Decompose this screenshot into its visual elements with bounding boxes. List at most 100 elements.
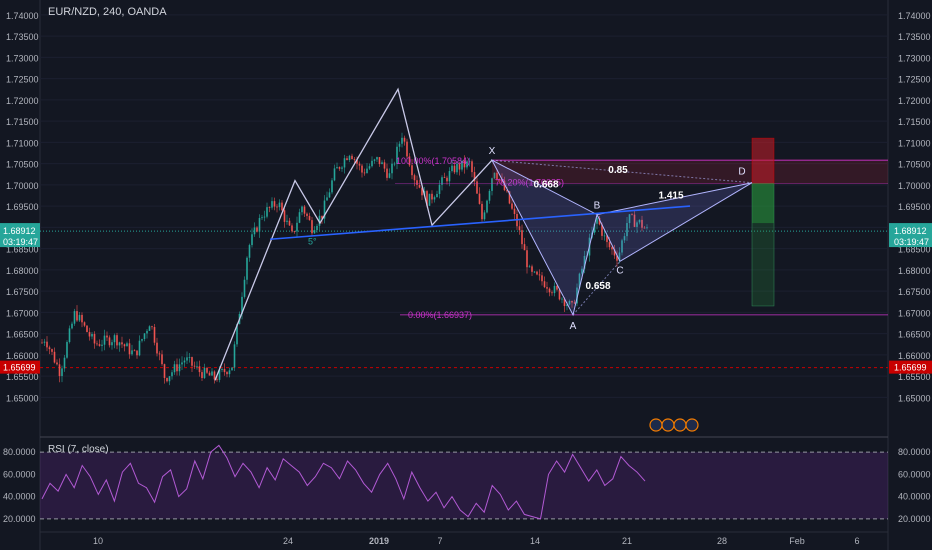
y-tick-label-right: 1.74000 — [898, 11, 931, 21]
candle-body — [463, 160, 466, 168]
candle-body — [261, 217, 263, 219]
rsi-title: RSI (7, close) — [48, 444, 109, 455]
y-tick-label-left: 1.73500 — [6, 32, 39, 42]
candle-body — [48, 347, 51, 350]
candle-body — [611, 247, 613, 250]
candle-body — [76, 311, 78, 321]
event-icon — [685, 418, 699, 432]
candle-body — [233, 344, 236, 368]
candle-body — [181, 362, 183, 365]
y-tick-label-right: 1.68000 — [898, 266, 931, 276]
event-icon — [673, 418, 687, 432]
candle-body — [631, 214, 633, 216]
candle-body — [68, 328, 71, 343]
rsi-tick-left: 60.0000 — [3, 469, 36, 479]
candle-body — [58, 364, 61, 377]
y-tick-label-right: 1.65500 — [898, 372, 931, 382]
candle-body — [86, 325, 88, 333]
candle-body — [393, 163, 396, 165]
candle-body — [576, 287, 578, 304]
y-tick-label-left: 1.70500 — [6, 160, 39, 170]
candle-body — [426, 191, 428, 206]
candle-body — [113, 335, 116, 343]
candle-body — [201, 372, 203, 379]
fib-label-mid: 78.20%(1.70035) — [495, 178, 564, 188]
candle-body — [568, 300, 571, 305]
candle-body — [371, 160, 373, 167]
candle-body — [441, 177, 443, 185]
candle-body — [548, 288, 551, 293]
candle-body — [273, 201, 276, 207]
candle-body — [168, 376, 171, 382]
candle-body — [363, 172, 366, 174]
candle-body — [601, 224, 603, 236]
level-label-right: 1.65699 — [894, 363, 927, 373]
x-tick-label: 28 — [717, 536, 727, 546]
candle-body — [523, 244, 526, 251]
candle-body — [578, 273, 581, 288]
candle-body — [308, 215, 311, 221]
candle-body — [526, 250, 528, 268]
candle-body — [481, 203, 483, 220]
candle-body — [621, 240, 623, 253]
pattern-ratio: 0.658 — [585, 281, 610, 292]
candle-body — [391, 163, 393, 174]
candle-body — [518, 226, 521, 231]
candle-body — [466, 161, 468, 168]
candle-body — [436, 193, 438, 198]
candle-body — [216, 379, 218, 381]
rsi-tick-right: 20.0000 — [898, 514, 931, 524]
candle-body — [43, 341, 46, 343]
x-tick-label: 21 — [622, 536, 632, 546]
candle-body — [51, 349, 53, 352]
candle-body — [581, 268, 583, 274]
candle-body — [533, 271, 536, 273]
candle-body — [376, 157, 378, 160]
candle-body — [603, 235, 606, 237]
candle-body — [291, 225, 293, 232]
candle-body — [623, 236, 626, 241]
candle-body — [298, 212, 301, 223]
candle-body — [478, 193, 481, 204]
candle-body — [228, 370, 231, 375]
pattern-ratio: 1.415 — [658, 190, 683, 201]
level-label-left-bg — [0, 360, 40, 374]
candle-body — [476, 181, 478, 194]
x-tick-label: 7 — [437, 536, 442, 546]
candle-body — [108, 337, 111, 346]
candle-body — [386, 168, 388, 178]
candle-body — [633, 214, 636, 227]
candle-body — [353, 159, 356, 160]
candle-body — [293, 231, 296, 233]
candle-body — [208, 372, 211, 376]
candle-body — [296, 222, 298, 232]
rsi-tick-right: 80.0000 — [898, 447, 931, 457]
candle-body — [351, 155, 353, 160]
candle-body — [556, 285, 558, 290]
y-tick-label-right: 1.67000 — [898, 308, 931, 318]
candle-body — [361, 165, 363, 173]
candle-body — [458, 163, 461, 170]
candle-body — [388, 173, 391, 178]
candle-body — [643, 227, 646, 229]
candle-body — [248, 245, 251, 258]
candle-body — [536, 271, 538, 275]
candle-body — [301, 206, 303, 213]
pattern-ratio: 0.668 — [533, 180, 558, 191]
event-icon — [661, 418, 675, 432]
y-tick-label-right: 1.71000 — [898, 138, 931, 148]
candle-body — [531, 266, 533, 272]
candle-body — [641, 219, 643, 228]
candle-body — [421, 187, 423, 196]
candle-body — [543, 281, 546, 288]
candle-body — [616, 255, 618, 261]
candle-body — [236, 324, 238, 345]
event-icon — [649, 418, 663, 432]
candle-body — [451, 165, 453, 172]
y-tick-label-right: 1.72000 — [898, 96, 931, 106]
x-tick-label: 10 — [93, 536, 103, 546]
candle-body — [231, 367, 233, 371]
target-box — [751, 183, 775, 307]
candle-body — [538, 274, 541, 276]
